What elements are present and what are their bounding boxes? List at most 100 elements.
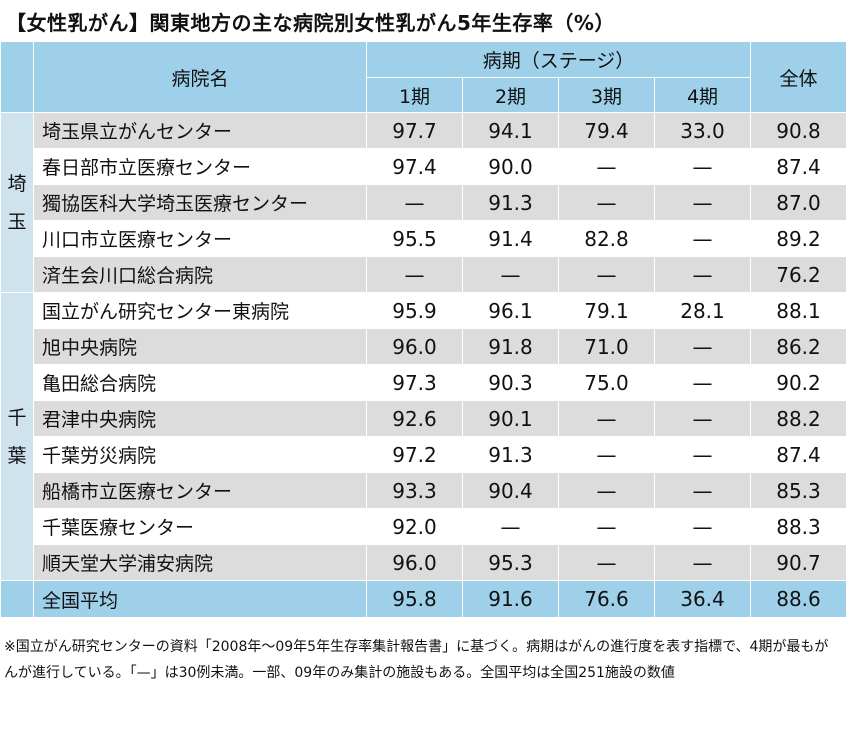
stage-rate-cell: 97.3 [366,364,463,401]
table-row: 千葉労災病院 97.2 91.3— —87.4 [1,436,846,473]
table-row: 獨協医科大学埼玉医療センター —91.3— —87.0 [1,184,846,221]
stage-rate-cell: 97.2 [366,436,463,473]
total-rate-cell: 90.2 [750,364,846,401]
table-row: 亀田総合病院 97.3 90.3 75.0—90.2 [1,364,846,401]
stage-rate-cell: 97.7 [366,112,463,149]
hospital-name: 川口市立医療センター [33,220,367,257]
stage-rate-cell: — [654,148,751,185]
total-rate-cell: 85.3 [750,472,846,509]
hospital-name: 船橋市立医療センター [33,472,367,509]
header-total: 全体 [750,41,846,113]
hospital-name: 順天堂大学浦安病院 [33,544,367,581]
table-row: 千 葉国立がん研究センター東病院 95.9 96.1 79.1 28.1 88.1 [0,292,846,581]
total-rate-cell: 88.3 [750,508,846,545]
stage-rate-cell: — [366,184,463,221]
stage-rate-cell: 95.5 [366,220,463,257]
total-rate-cell: 87.4 [750,148,846,185]
prefecture-label: 千 葉 [0,292,34,581]
stage-rate-cell: 91.8 [462,328,559,365]
header-hospital: 病院名 [33,41,367,113]
stage-rate-cell: — [654,400,751,437]
stage-rate-cell: 92.0 [366,508,463,545]
table-row: 春日部市立医療センター 97.4 90.0— —87.4 [1,148,846,185]
hospital-name: 獨協医科大学埼玉医療センター [33,184,367,221]
total-rate-cell: 87.4 [750,436,846,473]
stage-rate-cell: 33.0 [654,112,751,149]
header-stage-4: 4期 [654,77,751,113]
stage-rate-cell: — [558,508,655,545]
average-corner [0,580,34,618]
stage-rate-cell: — [654,364,751,401]
survival-rate-table: 病院名 病期（ステージ） 全体 1期 2期 3期 4期 埼 玉埼玉県立がんセンタ… [0,41,846,618]
hospital-name: 国立がん研究センター東病院 [33,292,367,329]
stage-rate-cell: 71.0 [558,328,655,365]
national-rate-cell: 36.4 [654,580,751,618]
stage-rate-cell: 92.6 [366,400,463,437]
stage-rate-cell: 97.4 [366,148,463,185]
stage-rate-cell: — [654,508,751,545]
header-stage-1: 1期 [366,77,463,113]
national-rate-cell: 88.6 [750,580,846,618]
header-stage-group: 病期（ステージ） [366,41,751,78]
total-rate-cell: 90.8 [750,112,846,149]
stage-rate-cell: — [558,436,655,473]
stage-rate-cell: 95.3 [462,544,559,581]
stage-rate-cell: — [654,220,751,257]
table-row: 君津中央病院 92.6 90.1— —88.2 [1,400,846,437]
stage-rate-cell: 82.8 [558,220,655,257]
stage-rate-cell: — [558,472,655,509]
stage-rate-cell: 96.0 [366,544,463,581]
stage-rate-cell: — [558,544,655,581]
table-row: 埼 玉埼玉県立がんセンター 97.7 94.1 79.4 33.0 90.8 [0,112,846,293]
stage-rate-cell: — [654,184,751,221]
total-rate-cell: 86.2 [750,328,846,365]
table-row: 船橋市立医療センター 93.3 90.4— —85.3 [1,472,846,509]
stage-rate-cell: 91.3 [462,436,559,473]
total-rate-cell: 90.7 [750,544,846,581]
total-rate-cell: 76.2 [750,256,846,293]
header-stage-3: 3期 [558,77,655,113]
stage-rate-cell: 79.1 [558,292,655,329]
hospital-name: 春日部市立医療センター [33,148,367,185]
stage-rate-cell: — [462,256,559,293]
footnote: ※国立がん研究センターの資料「2008年～09年5年生存率集計報告書」に基づく。… [4,639,829,681]
total-rate-cell: 88.2 [750,400,846,437]
stage-rate-cell: 93.3 [366,472,463,509]
table-row: 順天堂大学浦安病院 96.0 95.3— —90.7 [1,544,846,581]
total-rate-cell: 88.1 [750,292,846,329]
stage-rate-cell: 90.4 [462,472,559,509]
table-row: 旭中央病院 96.0 91.8 71.0—86.2 [1,328,846,365]
stage-rate-cell: 28.1 [654,292,751,329]
stage-rate-cell: — [654,328,751,365]
hospital-name: 亀田総合病院 [33,364,367,401]
table-row: 済生会川口総合病院 — — — —76.2 [1,256,846,293]
stage-rate-cell: 90.0 [462,148,559,185]
stage-rate-cell: 75.0 [558,364,655,401]
prefecture-label: 埼 玉 [0,112,34,293]
hospital-name: 旭中央病院 [33,328,367,365]
hospital-name: 君津中央病院 [33,400,367,437]
stage-rate-cell: — [558,400,655,437]
national-rate-cell: 76.6 [558,580,655,618]
table-body: 埼 玉埼玉県立がんセンター 97.7 94.1 79.4 33.0 90.8 春日部市立医療… [0,112,846,618]
stage-rate-cell: 91.4 [462,220,559,257]
stage-rate-cell: 90.1 [462,400,559,437]
stage-rate-cell: 91.3 [462,184,559,221]
stage-rate-cell: 96.1 [462,292,559,329]
header-stage-2: 2期 [462,77,559,113]
total-rate-cell: 87.0 [750,184,846,221]
stage-rate-cell: 94.1 [462,112,559,149]
stage-rate-cell: — [558,148,655,185]
stage-rate-cell: — [654,256,751,293]
national-average-row: 全国平均 95.8 91.6 76.6 36.4 88.6 [0,580,846,618]
table-row: 川口市立医療センター 95.5 91.4 82.8—89.2 [1,220,846,257]
table-row: 千葉医療センター 92.0— — —88.3 [1,508,846,545]
stage-rate-cell: 90.3 [462,364,559,401]
total-rate-cell: 89.2 [750,220,846,257]
stage-rate-cell: 96.0 [366,328,463,365]
stage-rate-cell: — [558,256,655,293]
stage-rate-cell: — [366,256,463,293]
stage-rate-cell: — [654,544,751,581]
stage-rate-cell: — [558,184,655,221]
national-average-label: 全国平均 [33,580,367,618]
